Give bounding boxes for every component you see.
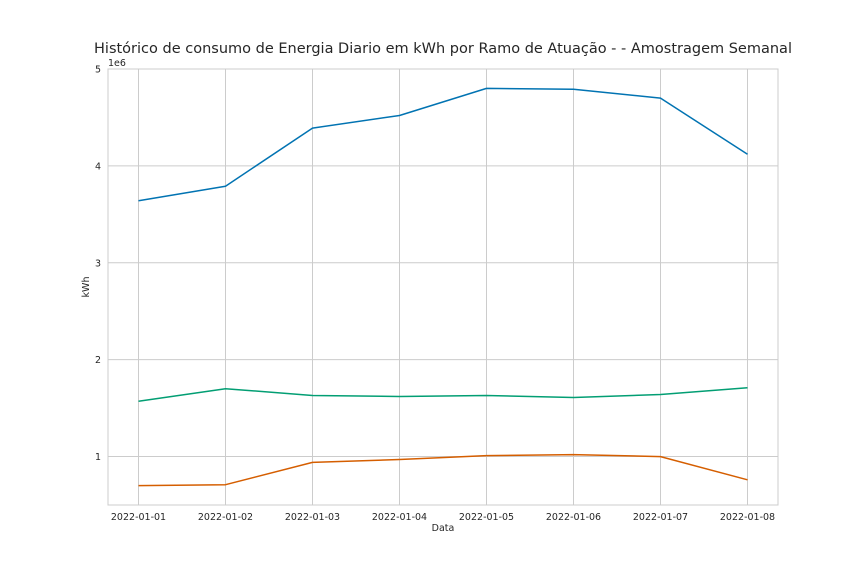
- y-tick-label: 5: [95, 65, 101, 76]
- y-axis-label: kWh: [81, 277, 92, 298]
- y-axis: 1 2 3 4 5: [95, 65, 101, 464]
- x-axis: 2022-01-01 2022-01-02 2022-01-03 2022-01-04…: [111, 512, 775, 523]
- plot-area: [107, 68, 779, 506]
- x-tick-label: 2022-01-04: [372, 512, 427, 523]
- y-offset-label: 1e6: [108, 58, 126, 69]
- y-tick-label: 1: [95, 452, 101, 463]
- x-tick-label: 2022-01-05: [459, 512, 514, 523]
- x-axis-label: Data: [432, 523, 455, 534]
- x-tick-label: 2022-01-02: [198, 512, 253, 523]
- y-tick-label: 4: [95, 161, 101, 172]
- series-line-2: [138, 387, 748, 403]
- series-line-3: [138, 453, 748, 487]
- x-tick-label: 2022-01-08: [720, 512, 775, 523]
- x-tick-label: 2022-01-03: [285, 512, 340, 523]
- y-tick-label: 2: [95, 355, 101, 366]
- chart-title: Histórico de consumo de Energia Diario e…: [94, 41, 792, 57]
- x-tick-label: 2022-01-01: [111, 512, 166, 523]
- series-line-1: [138, 87, 748, 202]
- y-tick-label: 3: [95, 258, 101, 269]
- x-tick-label: 2022-01-06: [546, 512, 601, 523]
- x-tick-label: 2022-01-07: [633, 512, 688, 523]
- series-layer: [138, 87, 748, 487]
- grid: [108, 68, 778, 505]
